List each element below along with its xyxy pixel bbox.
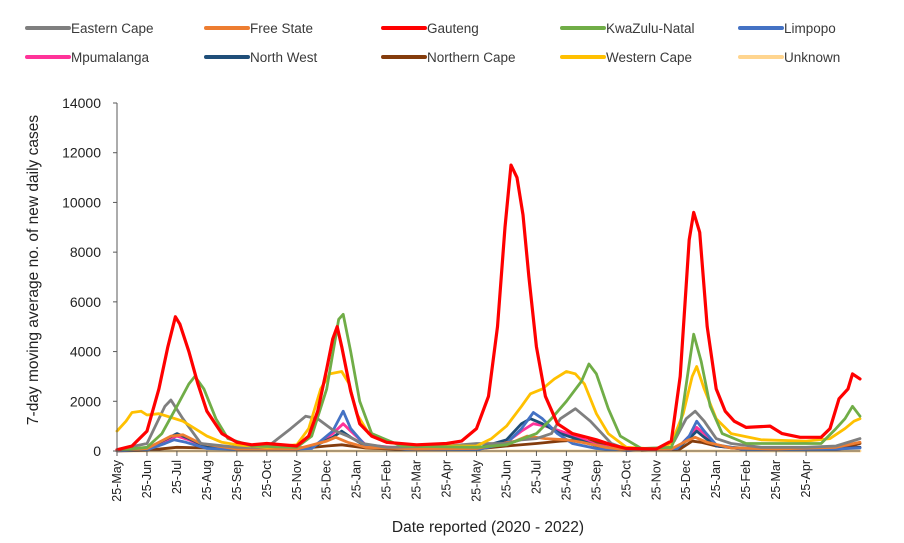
x-tick-label: 25-Dec <box>679 460 693 500</box>
legend-label-unknown: Unknown <box>784 50 840 65</box>
y-tick-label: 14000 <box>62 95 101 111</box>
x-axis-title: Date reported (2020 - 2022) <box>392 519 584 536</box>
x-tick-label: 25-Nov <box>649 459 663 500</box>
y-tick-label: 0 <box>93 443 101 459</box>
x-axis: 25-May 25-Jun 25-Jul 25-Aug 25-Sep 25-Oct 25-N… <box>110 450 860 502</box>
plot-area <box>115 163 862 453</box>
series-line-gauteng <box>115 163 862 452</box>
x-tick-label: 25-Sep <box>589 460 603 500</box>
series-line-limpopo <box>115 409 862 453</box>
x-tick-label: 25-Apr <box>440 460 454 498</box>
series-line-western-cape <box>115 365 862 451</box>
x-tick-label: 25-Mar <box>769 460 783 500</box>
legend-label-eastern-cape: Eastern Cape <box>71 21 154 36</box>
x-tick-label: 25-Feb <box>739 460 753 500</box>
x-tick-label: 25-Jan <box>709 460 723 498</box>
x-tick-label: 25-Oct <box>619 459 633 497</box>
x-tick-label: 25-Aug <box>559 460 573 500</box>
x-tick-label: 25-Aug <box>200 460 214 500</box>
y-axis: 0 2000 4000 6000 8000 10000 12000 14000 <box>62 95 118 459</box>
y-tick-label: 8000 <box>70 244 101 260</box>
legend-label-limpopo: Limpopo <box>784 21 836 36</box>
x-tick-label: 25-Feb <box>380 460 394 500</box>
series-line-north-west <box>115 417 862 452</box>
x-tick-label: 25-Jan <box>350 460 364 498</box>
x-tick-label: 25-Jun <box>499 460 513 498</box>
legend: Eastern Cape Free State Gauteng KwaZulu-Nat… <box>25 21 840 65</box>
x-tick-label: 25-May <box>470 459 484 501</box>
y-tick-label: 10000 <box>62 194 101 210</box>
legend-label-north-west: North West <box>250 50 318 65</box>
x-tick-label: 25-Oct <box>260 459 274 497</box>
legend-label-kwazulu-natal: KwaZulu-Natal <box>606 21 695 36</box>
y-tick-label: 4000 <box>70 344 101 360</box>
legend-label-free-state: Free State <box>250 21 313 36</box>
y-tick-label: 12000 <box>62 145 101 161</box>
x-tick-label: 25-Jun <box>140 460 154 498</box>
legend-label-northern-cape: Northern Cape <box>427 50 516 65</box>
x-tick-label: 25-Sep <box>230 460 244 500</box>
legend-label-gauteng: Gauteng <box>427 21 479 36</box>
y-tick-label: 6000 <box>70 294 101 310</box>
x-tick-label: 25-Dec <box>320 460 334 500</box>
x-tick-label: 25-Nov <box>290 459 304 500</box>
legend-label-western-cape: Western Cape <box>606 50 692 65</box>
x-tick-label: 25-Apr <box>799 460 813 498</box>
y-tick-label: 2000 <box>70 393 101 409</box>
x-tick-label: 25-Mar <box>410 460 424 500</box>
x-tick-label: 25-Jul <box>529 460 543 494</box>
x-tick-label: 25-May <box>110 459 124 501</box>
legend-label-mpumalanga: Mpumalanga <box>71 50 150 65</box>
y-axis-title: 7-day moving average no. of new daily ca… <box>25 115 42 425</box>
x-tick-label: 25-Jul <box>170 460 184 494</box>
series-line-kwazulu-natal <box>115 312 862 452</box>
